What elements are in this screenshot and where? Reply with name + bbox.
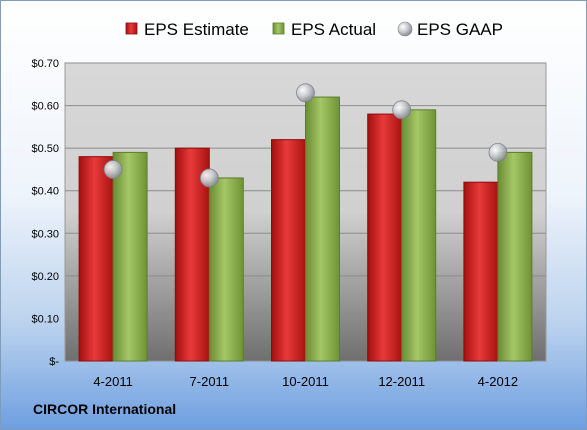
y-tick-label: $0.50 (31, 143, 59, 155)
legend-label: EPS GAAP (417, 20, 503, 39)
eps-estimate-bar (78, 156, 114, 362)
legend-swatch (397, 21, 413, 37)
legend-swatch (125, 22, 138, 35)
eps-actual-bar (305, 96, 340, 362)
eps-estimate-bar (367, 113, 403, 362)
bars (78, 96, 533, 362)
legend-label: EPS Estimate (144, 20, 249, 39)
legend-label: EPS Actual (291, 20, 376, 39)
y-tick-label: $0.30 (31, 228, 59, 240)
x-tick-label: 4-2011 (93, 374, 133, 389)
x-axis-labels: 4-2011 7-2011 10-2011 12-2011 4-2012 (93, 374, 518, 389)
company-name: CIRCOR International (33, 401, 177, 417)
eps-actual-bar (208, 177, 244, 362)
legend-swatch (272, 22, 285, 35)
eps-actual-bar (497, 151, 533, 362)
x-tick-label: 4-2012 (478, 374, 518, 389)
eps-gaap-marker (199, 168, 219, 188)
x-tick-label: 12-2011 (378, 374, 425, 389)
eps-gaap-marker (296, 83, 315, 103)
y-axis-ticks: $- $0.10 $0.20 $0.30 $0.40 $0.50 $0.60 $0.70 (31, 58, 59, 368)
eps-gaap-marker (488, 142, 508, 162)
eps-actual-bar (112, 151, 148, 362)
eps-estimate-bar (463, 181, 499, 362)
eps-gaap-marker (392, 100, 412, 120)
y-tick-label: $- (49, 356, 59, 368)
eps-actual-bar (401, 109, 437, 362)
gaap-markers (103, 83, 508, 188)
legend: EPS Estimate EPS Actual EPS GAAP (125, 20, 503, 39)
y-tick-label: $0.70 (31, 58, 59, 70)
eps-estimate-bar (271, 139, 306, 362)
x-tick-label: 7-2011 (190, 374, 230, 389)
y-tick-label: $0.20 (31, 271, 59, 283)
y-tick-label: $0.60 (31, 101, 59, 113)
x-tick-label: 10-2011 (282, 374, 329, 389)
eps-gaap-marker (103, 160, 123, 179)
y-tick-label: $0.10 (31, 313, 59, 325)
y-tick-label: $0.40 (31, 186, 59, 198)
